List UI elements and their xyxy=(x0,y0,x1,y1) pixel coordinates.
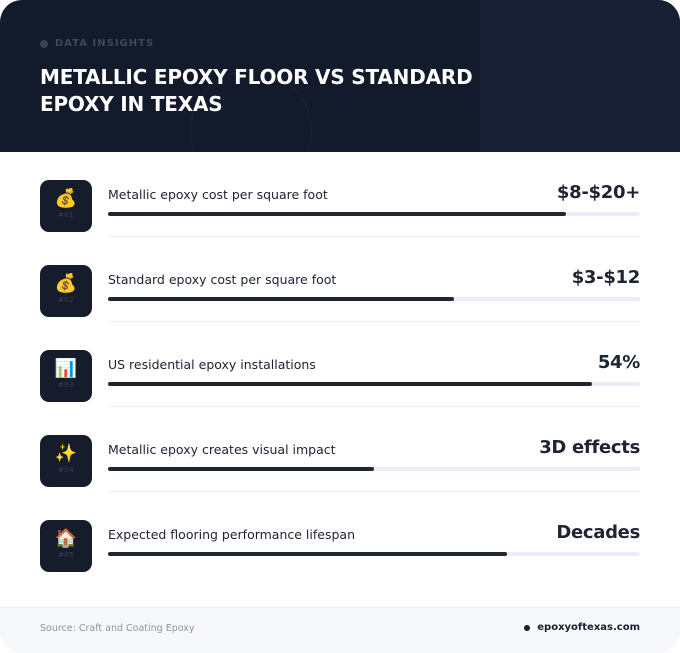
stat-badge: 🏠 #05 xyxy=(40,520,92,572)
stat-number: #04 xyxy=(57,466,75,474)
progress-track xyxy=(108,382,640,386)
eyebrow-label: DATA INSIGHTS xyxy=(55,38,155,49)
stat-number: #02 xyxy=(57,296,75,304)
header-decoration xyxy=(480,0,680,152)
site-url[interactable]: epoxyoftexas.com xyxy=(537,622,640,633)
progress-track xyxy=(108,212,640,216)
eyebrow-dot-icon xyxy=(40,39,48,48)
progress-fill xyxy=(108,212,566,216)
stat-value: 3D effects xyxy=(539,437,640,458)
progress-track xyxy=(108,552,640,556)
bullet-dot-icon xyxy=(524,624,531,631)
progress-track xyxy=(108,467,640,471)
row-divider xyxy=(108,321,640,322)
sparkles-icon: ✨ xyxy=(54,443,78,464)
stat-label: Metallic epoxy cost per square foot xyxy=(108,187,328,202)
stat-row: 🏠 #05 Expected flooring performance life… xyxy=(40,492,640,577)
stat-label: Metallic epoxy creates visual impact xyxy=(108,442,336,457)
stat-label: US residential epoxy installations xyxy=(108,357,316,372)
stat-row: 💰 #01 Metallic epoxy cost per square foo… xyxy=(40,152,640,237)
stat-row: 💰 #02 Standard epoxy cost per square foo… xyxy=(40,237,640,322)
stat-label: Expected flooring performance lifespan xyxy=(108,527,355,542)
stat-badge: ✨ #04 xyxy=(40,435,92,487)
progress-fill xyxy=(108,552,507,556)
page-title: METALLIC EPOXY FLOOR VS STANDARD EPOXY I… xyxy=(40,65,473,116)
progress-fill xyxy=(108,467,374,471)
stat-value: $3-$12 xyxy=(571,267,641,288)
progress-track xyxy=(108,297,640,301)
eyebrow: DATA INSIGHTS xyxy=(40,38,154,49)
stat-number: #05 xyxy=(57,551,75,559)
stat-value: $8-$20+ xyxy=(556,182,640,203)
stat-row: ✨ #04 Metallic epoxy creates visual impa… xyxy=(40,407,640,492)
stat-badge: 💰 #01 xyxy=(40,180,92,232)
stat-value: Decades xyxy=(556,522,640,543)
money-bag-icon: 💰 xyxy=(54,273,78,294)
row-divider xyxy=(108,491,640,492)
progress-fill xyxy=(108,297,454,301)
stat-number: #01 xyxy=(57,211,75,219)
header: DATA INSIGHTS METALLIC EPOXY FLOOR VS ST… xyxy=(0,0,680,152)
row-divider xyxy=(108,236,640,237)
stat-badge: 💰 #02 xyxy=(40,265,92,317)
progress-fill xyxy=(108,382,593,386)
source-note: Source: Craft and Coating Epoxy xyxy=(40,623,195,634)
house-icon: 🏠 xyxy=(54,528,78,549)
stat-value: 54% xyxy=(597,352,640,373)
stat-number: #03 xyxy=(57,381,75,389)
stat-row: 📊 #03 US residential epoxy installations… xyxy=(40,322,640,407)
row-divider xyxy=(108,406,640,407)
bar-chart-icon: 📊 xyxy=(54,358,78,379)
stat-label: Standard epoxy cost per square foot xyxy=(108,272,337,287)
money-bag-icon: 💰 xyxy=(54,188,78,209)
site-link[interactable]: epoxyoftexas.com xyxy=(524,622,640,633)
footer: Source: Craft and Coating Epoxy epoxyoft… xyxy=(0,607,680,653)
stat-badge: 📊 #03 xyxy=(40,350,92,402)
